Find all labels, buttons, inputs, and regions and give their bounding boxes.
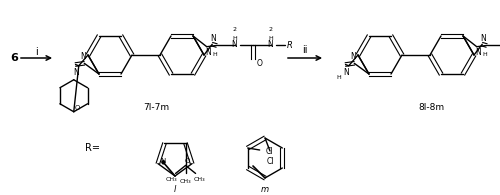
Text: N: N xyxy=(205,48,210,57)
Text: N: N xyxy=(350,52,356,61)
Text: CH₃: CH₃ xyxy=(166,177,177,182)
Text: Cl: Cl xyxy=(266,147,274,157)
Text: N: N xyxy=(232,40,237,49)
Text: l: l xyxy=(174,185,176,194)
Text: 2: 2 xyxy=(232,27,236,32)
Text: N: N xyxy=(80,52,86,61)
Text: N: N xyxy=(343,68,348,77)
Text: 8l-8m: 8l-8m xyxy=(418,104,444,113)
Text: H: H xyxy=(336,75,341,80)
Text: H: H xyxy=(482,52,487,57)
Text: R: R xyxy=(286,41,292,50)
Text: ii: ii xyxy=(302,45,308,55)
Text: N: N xyxy=(268,40,274,49)
Text: H: H xyxy=(212,52,217,57)
Text: 6: 6 xyxy=(10,53,18,63)
Text: O: O xyxy=(256,59,262,68)
Text: N: N xyxy=(160,158,166,164)
Text: CH₃: CH₃ xyxy=(180,179,192,184)
Text: Cl: Cl xyxy=(266,157,274,166)
Text: N: N xyxy=(73,68,78,77)
Text: R=: R= xyxy=(85,143,100,153)
Text: m: m xyxy=(261,185,269,194)
Text: 2: 2 xyxy=(268,27,272,32)
Text: i: i xyxy=(34,47,37,57)
Text: H: H xyxy=(232,36,237,41)
Text: N: N xyxy=(210,34,216,43)
Text: 7l-7m: 7l-7m xyxy=(143,104,169,113)
Text: N: N xyxy=(480,34,486,43)
Text: ●: ● xyxy=(160,160,166,165)
Text: O: O xyxy=(75,105,80,111)
Text: CH₃: CH₃ xyxy=(194,177,205,182)
Text: O: O xyxy=(184,158,190,164)
Text: N: N xyxy=(475,48,480,57)
Text: H: H xyxy=(268,36,273,41)
